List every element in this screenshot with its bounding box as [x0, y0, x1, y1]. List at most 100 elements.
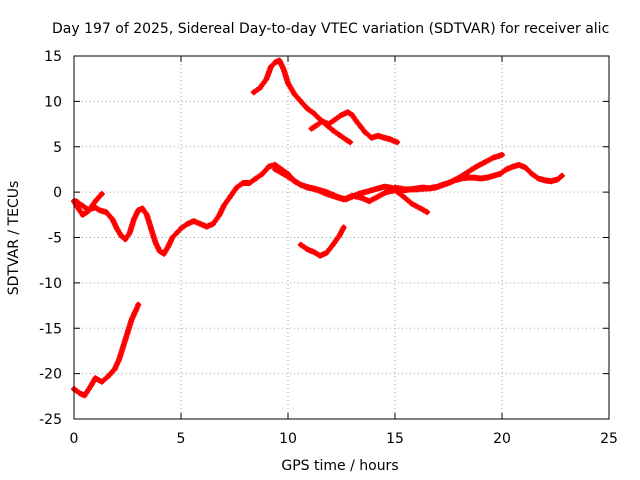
data-point	[268, 64, 274, 70]
data-point	[204, 224, 210, 230]
data-point	[315, 187, 321, 193]
data-point	[281, 67, 287, 73]
data-point	[272, 162, 278, 168]
data-point	[122, 236, 128, 242]
data-point	[418, 205, 424, 211]
y-tick-label: -20	[39, 367, 62, 383]
data-point	[368, 135, 374, 141]
data-point	[197, 221, 203, 227]
data-point	[135, 207, 141, 213]
data-point	[135, 302, 141, 308]
data-point	[362, 129, 368, 135]
data-point	[184, 221, 190, 227]
data-point	[490, 173, 496, 179]
data-point	[152, 239, 158, 245]
data-point	[542, 177, 548, 183]
series-arc-4	[250, 57, 354, 146]
ticks: 0 5 10 15 20 25 -25 -20 -15 -10 -5 0 5 10 15	[39, 49, 618, 447]
data-point	[409, 201, 415, 207]
data-point	[358, 124, 364, 130]
data-point	[349, 193, 355, 199]
data-point	[471, 175, 477, 181]
data-point	[375, 194, 381, 200]
data-point	[383, 189, 389, 195]
data-point	[174, 230, 180, 236]
data-point	[413, 186, 419, 192]
data-point	[326, 121, 332, 127]
data-point	[529, 171, 535, 177]
series-arc-7	[272, 166, 431, 216]
data-point	[82, 392, 88, 398]
data-point	[317, 253, 323, 259]
data-point	[304, 246, 310, 252]
data-point	[165, 244, 171, 250]
data-point	[388, 136, 394, 142]
data-point	[394, 139, 400, 145]
data-point	[341, 196, 347, 202]
series-arc-8	[392, 151, 505, 193]
data-point	[86, 207, 92, 213]
data-point	[251, 89, 257, 95]
y-tick-label: -25	[39, 412, 62, 428]
data-point	[375, 185, 381, 191]
data-point	[345, 109, 351, 115]
data-point	[264, 76, 270, 82]
data-point	[120, 343, 126, 349]
data-point	[139, 205, 145, 211]
data-point	[473, 164, 479, 170]
data-point	[555, 176, 561, 182]
y-tick-label: -5	[48, 231, 62, 247]
data-point	[478, 176, 484, 182]
data-point	[510, 164, 516, 170]
data-point	[272, 166, 278, 172]
data-point	[227, 194, 233, 200]
series-arc-1	[71, 301, 142, 399]
data-point	[131, 216, 137, 222]
data-point	[349, 112, 355, 118]
data-point	[362, 189, 368, 195]
data-point	[353, 118, 359, 124]
data-point	[103, 209, 109, 215]
data-point	[285, 80, 291, 86]
data-point	[157, 248, 163, 254]
x-tick-label: 15	[386, 431, 404, 447]
data-point	[133, 307, 139, 313]
data-point	[281, 171, 287, 177]
data-point	[253, 176, 259, 182]
data-point	[403, 186, 409, 192]
data-point	[559, 173, 565, 179]
series-layer	[71, 57, 565, 399]
data-point	[259, 171, 265, 177]
data-point	[306, 185, 312, 191]
data-point	[347, 139, 353, 145]
data-point	[116, 357, 122, 363]
data-point	[105, 373, 111, 379]
series-trace	[297, 224, 347, 259]
data-point	[210, 221, 216, 227]
data-point	[129, 316, 135, 322]
data-point	[336, 233, 342, 239]
data-point	[114, 225, 120, 231]
x-tick-label: 10	[279, 431, 297, 447]
data-point	[169, 235, 175, 240]
data-point	[309, 126, 315, 132]
data-point	[465, 169, 471, 175]
data-point	[118, 233, 124, 239]
data-point	[92, 198, 98, 204]
data-point	[446, 180, 451, 186]
data-point	[330, 242, 336, 248]
data-point	[298, 182, 304, 188]
y-tick-label: 15	[44, 49, 62, 65]
data-point	[435, 184, 441, 190]
data-point	[535, 176, 541, 182]
data-point	[497, 171, 503, 177]
data-point	[339, 112, 344, 118]
data-point	[298, 98, 304, 104]
series-arc-6	[297, 224, 347, 259]
data-point	[148, 225, 154, 231]
series-trace	[392, 151, 505, 193]
x-tick-label: 25	[600, 431, 618, 447]
data-point	[366, 198, 372, 204]
data-point	[217, 212, 223, 218]
data-point	[298, 242, 304, 248]
